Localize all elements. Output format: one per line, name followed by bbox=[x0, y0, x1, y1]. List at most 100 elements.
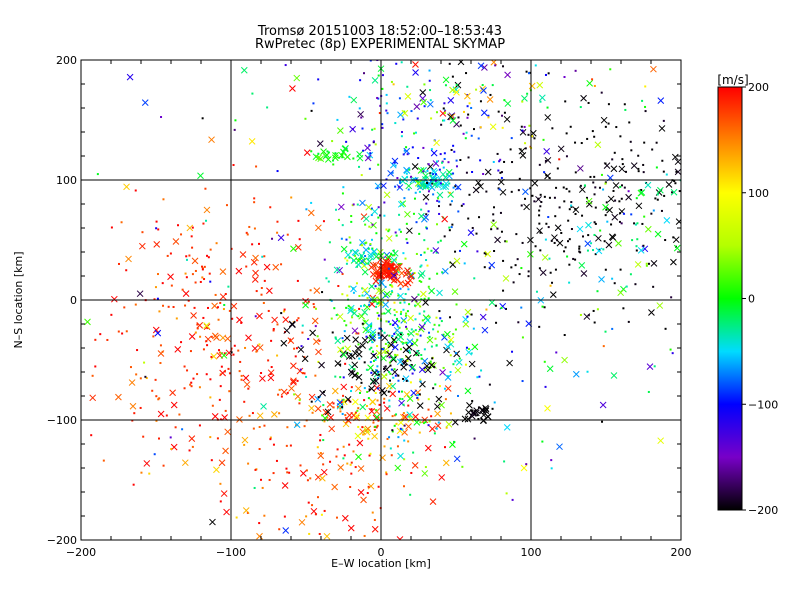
data-point-dot bbox=[594, 186, 597, 189]
data-point-dot bbox=[452, 333, 455, 336]
data-point-dot bbox=[554, 268, 557, 271]
data-point-dot bbox=[652, 209, 655, 212]
data-point-dot bbox=[477, 406, 480, 409]
data-point-cross bbox=[186, 224, 194, 232]
data-point-dot bbox=[443, 102, 446, 105]
data-point-dot bbox=[463, 262, 466, 265]
data-point-dot bbox=[386, 299, 389, 302]
data-point-dot bbox=[392, 249, 395, 252]
data-point-dot bbox=[377, 332, 380, 335]
data-point-dot bbox=[504, 240, 507, 243]
data-point-dot bbox=[389, 323, 392, 326]
data-point-cross bbox=[373, 413, 381, 421]
data-point-dot bbox=[305, 469, 308, 472]
data-point-cross bbox=[448, 113, 456, 120]
data-point-dot bbox=[348, 256, 351, 259]
data-point-dot bbox=[452, 440, 455, 443]
data-point-cross bbox=[449, 117, 457, 124]
data-point-dot bbox=[345, 238, 348, 241]
data-point-cross bbox=[411, 163, 419, 170]
data-point-dot bbox=[436, 223, 439, 226]
data-point-dot bbox=[415, 354, 418, 357]
data-point-dot bbox=[511, 498, 514, 501]
data-point-dot bbox=[342, 457, 345, 460]
data-point-cross bbox=[421, 470, 429, 477]
data-point-cross bbox=[405, 423, 412, 430]
data-point-dot bbox=[380, 237, 383, 240]
data-point-cross bbox=[618, 165, 626, 173]
data-point-dot bbox=[426, 169, 429, 172]
data-point-dot bbox=[175, 317, 178, 320]
data-point-cross bbox=[503, 424, 511, 431]
data-point-dot bbox=[478, 375, 481, 378]
data-point-dot bbox=[430, 345, 433, 348]
data-point-cross bbox=[110, 295, 118, 303]
data-point-cross bbox=[361, 268, 369, 276]
data-point-dot bbox=[300, 345, 303, 348]
data-point-dot bbox=[364, 255, 367, 258]
data-point-cross bbox=[396, 358, 404, 366]
data-point-dot bbox=[377, 376, 380, 379]
data-point-cross bbox=[384, 307, 392, 315]
data-point-dot bbox=[407, 333, 410, 336]
data-point-dot bbox=[511, 350, 514, 353]
data-point-dot bbox=[204, 187, 207, 190]
data-point-dot bbox=[487, 114, 490, 117]
data-point-dot bbox=[349, 463, 352, 466]
data-point-dot bbox=[570, 204, 573, 207]
data-point-cross bbox=[252, 254, 259, 262]
data-point-dot bbox=[653, 365, 656, 368]
data-point-dot bbox=[451, 223, 454, 226]
data-point-dot bbox=[603, 240, 606, 243]
data-point-cross bbox=[561, 356, 568, 364]
data-point-dot bbox=[471, 226, 474, 229]
data-point-dot bbox=[106, 338, 109, 341]
data-point-dot bbox=[371, 341, 374, 344]
data-point-dot bbox=[624, 108, 627, 111]
data-point-dot bbox=[307, 337, 310, 340]
data-point-dot bbox=[620, 222, 623, 225]
data-point-dot bbox=[285, 444, 288, 447]
data-point-dot bbox=[521, 241, 524, 244]
data-point-cross bbox=[297, 346, 305, 353]
data-point-dot bbox=[596, 308, 599, 311]
data-point-cross bbox=[407, 330, 415, 337]
data-point-cross bbox=[383, 272, 390, 280]
data-point-cross bbox=[402, 346, 410, 354]
data-point-dot bbox=[356, 409, 359, 412]
data-point-dot bbox=[438, 177, 441, 180]
data-point-dot bbox=[258, 522, 261, 525]
data-point-dot bbox=[231, 317, 234, 320]
data-point-dot bbox=[398, 326, 401, 329]
data-point-dot bbox=[397, 269, 400, 272]
data-point-dot bbox=[596, 290, 599, 293]
data-point-dot bbox=[283, 310, 286, 313]
data-point-dot bbox=[206, 344, 209, 347]
data-point-dot bbox=[341, 406, 344, 409]
data-point-dot bbox=[628, 121, 631, 124]
colorbar bbox=[717, 86, 743, 511]
data-point-dot bbox=[389, 355, 392, 358]
data-point-dot bbox=[449, 203, 452, 206]
data-point-dot bbox=[527, 270, 530, 273]
data-point-dot bbox=[549, 284, 552, 287]
data-point-dot bbox=[538, 222, 541, 225]
data-point-dot bbox=[637, 167, 640, 170]
data-point-cross bbox=[308, 393, 316, 401]
data-point-dot bbox=[376, 345, 379, 348]
data-point-dot bbox=[371, 128, 374, 131]
data-point-dot bbox=[611, 327, 614, 330]
data-point-dot bbox=[410, 328, 413, 331]
data-point-cross bbox=[84, 318, 91, 326]
data-point-dot bbox=[351, 316, 354, 319]
data-point-dot bbox=[426, 247, 429, 250]
data-point-dot bbox=[377, 370, 380, 373]
data-point-cross bbox=[379, 454, 386, 462]
data-point-dot bbox=[383, 312, 386, 315]
data-point-dot bbox=[644, 105, 647, 108]
data-point-cross bbox=[350, 285, 357, 293]
data-point-dot bbox=[368, 303, 371, 306]
data-point-dot bbox=[317, 360, 320, 363]
data-point-dot bbox=[401, 398, 404, 401]
data-point-dot bbox=[432, 328, 435, 331]
